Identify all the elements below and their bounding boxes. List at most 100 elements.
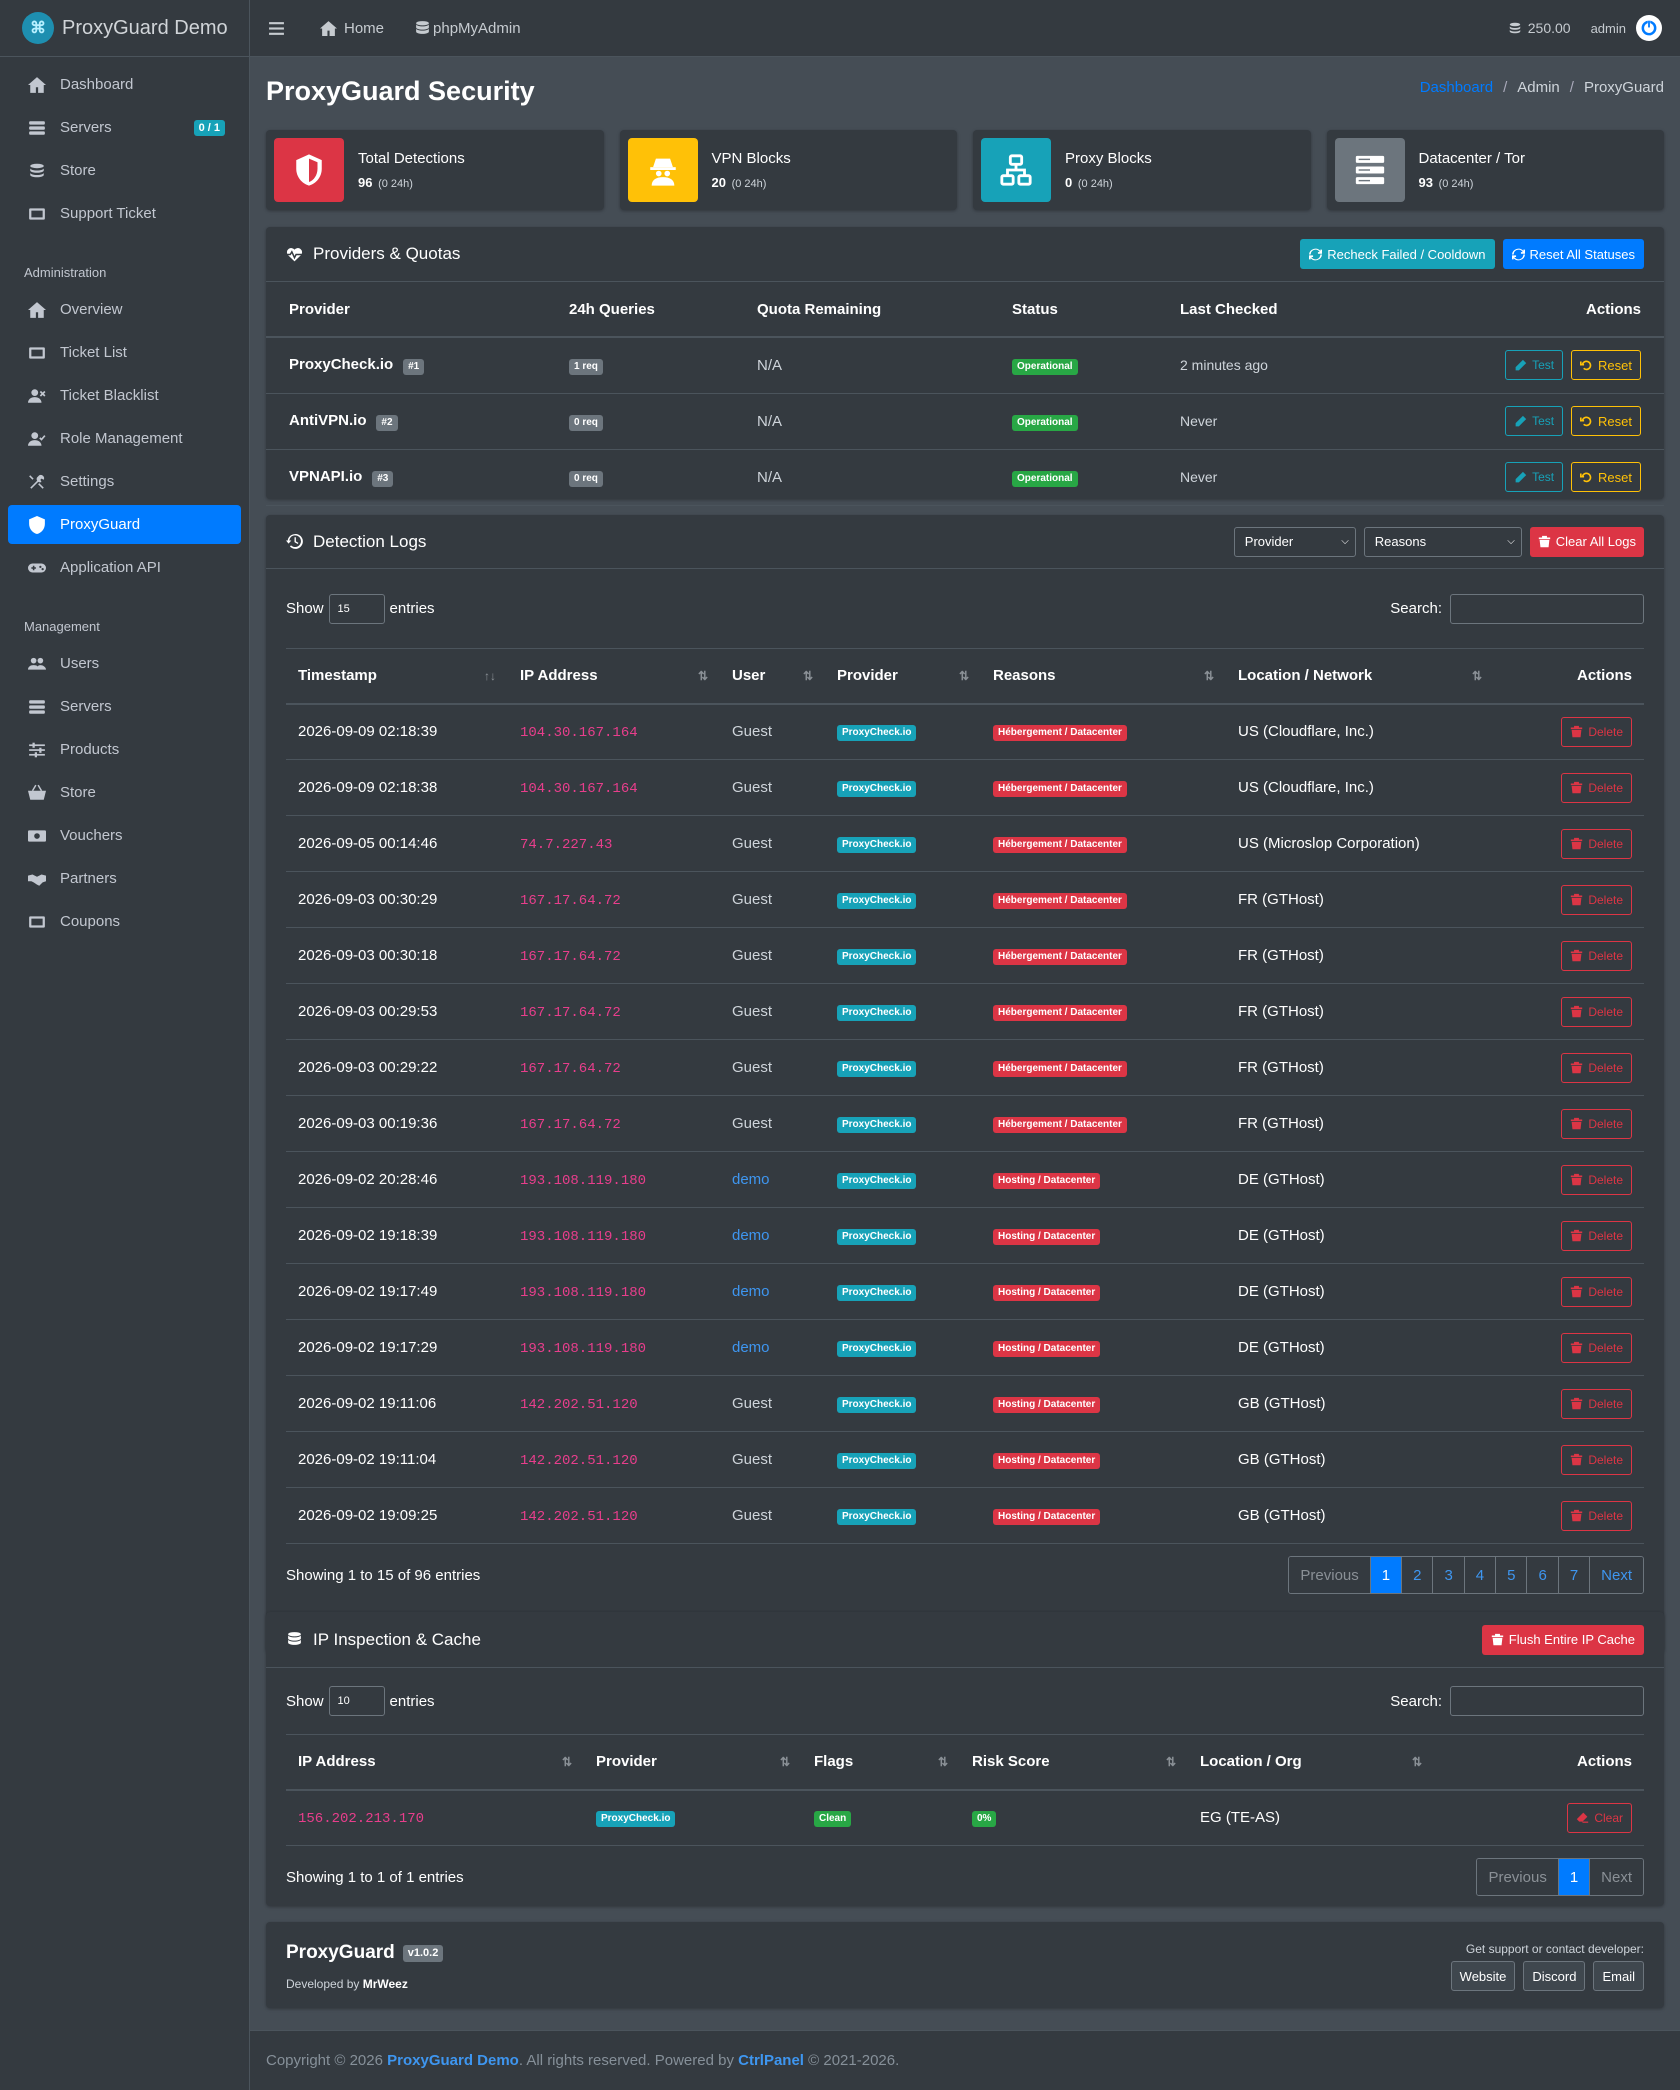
ip-cache-card: IP Inspection & Cache Flush Entire IP Ca… (266, 1612, 1664, 1906)
sidebar-item-ticket-list[interactable]: Ticket List (8, 333, 241, 372)
trash-icon (1570, 1285, 1588, 1298)
delete-log-button[interactable]: Delete (1561, 1500, 1632, 1531)
pencil-icon (1514, 471, 1532, 484)
column-header-location-org[interactable]: Location / Org ⇅ (1188, 1734, 1434, 1791)
column-header-label: Location / Org (1200, 1753, 1302, 1771)
email-button[interactable]: Email (1593, 1961, 1644, 1991)
sidebar-item-settings[interactable]: Settings (8, 462, 241, 501)
user-menu[interactable]: admin (1591, 15, 1662, 41)
sidebar-item-servers[interactable]: Servers (8, 687, 241, 726)
reset-provider-button[interactable]: Reset (1571, 462, 1641, 492)
page-next[interactable]: Next (1590, 1859, 1643, 1895)
column-header-flags[interactable]: Flags ⇅ (802, 1734, 960, 1791)
delete-log-button[interactable]: Delete (1561, 996, 1632, 1027)
cache-search-input[interactable] (1450, 1686, 1644, 1716)
sidebar-item-vouchers[interactable]: Vouchers (8, 816, 241, 855)
search-label: Search: (1390, 1692, 1442, 1710)
test-provider-button[interactable]: Test (1505, 406, 1564, 436)
discord-button[interactable]: Discord (1523, 1961, 1586, 1991)
delete-log-button[interactable]: Delete (1561, 1276, 1632, 1307)
footer-site-link[interactable]: ProxyGuard Demo (387, 2052, 519, 2069)
delete-log-button[interactable]: Delete (1561, 940, 1632, 971)
sidebar-item-application-api[interactable]: Application API (8, 548, 241, 587)
column-header-provider[interactable]: Provider ⇅ (825, 648, 981, 705)
page-previous[interactable]: Previous (1289, 1557, 1371, 1593)
page-previous[interactable]: Previous (1477, 1859, 1559, 1895)
reasons-filter-select[interactable]: Reasons ⌵ (1363, 526, 1522, 557)
reset-provider-button[interactable]: Reset (1571, 350, 1641, 381)
sidebar-item-ticket-blacklist[interactable]: Ticket Blacklist (8, 376, 241, 415)
delete-log-button[interactable]: Delete (1561, 1108, 1632, 1139)
server-icon (26, 119, 48, 137)
test-provider-button[interactable]: Test (1505, 350, 1564, 381)
sidebar-item-proxyguard[interactable]: ProxyGuard (8, 505, 241, 544)
log-user[interactable]: demo (732, 1283, 770, 1300)
delete-log-button[interactable]: Delete (1561, 884, 1632, 915)
sidebar-item-dashboard[interactable]: Dashboard (8, 65, 241, 104)
reset-provider-button[interactable]: Reset (1571, 406, 1641, 436)
entries-per-page-select[interactable]: 10 (328, 1686, 385, 1716)
clear-cache-entry-button[interactable]: Clear (1567, 1802, 1632, 1833)
log-user[interactable]: demo (732, 1339, 770, 1356)
page-4[interactable]: 4 (1464, 1557, 1497, 1593)
sidebar-item-store[interactable]: Store (8, 773, 241, 812)
plugin-version-badge: v1.0.2 (402, 1944, 444, 1962)
delete-log-button[interactable]: Delete (1561, 1444, 1632, 1475)
pencil-icon (1514, 359, 1532, 372)
sidebar-item-overview[interactable]: Overview (8, 290, 241, 329)
phpmyadmin-link[interactable]: phpMyAdmin (414, 20, 521, 37)
column-header-location-network[interactable]: Location / Network ⇅ (1226, 648, 1494, 705)
delete-log-button[interactable]: Delete (1561, 1388, 1632, 1419)
website-button[interactable]: Website (1450, 1961, 1516, 1991)
ctrlpanel-link[interactable]: CtrlPanel (738, 2052, 804, 2069)
column-header-timestamp[interactable]: Timestamp ↑↓ (286, 648, 508, 705)
sidebar-item-products[interactable]: Products (8, 730, 241, 769)
home-link[interactable]: Home (320, 20, 384, 37)
column-header-risk-score[interactable]: Risk Score ⇅ (960, 1734, 1188, 1791)
page-5[interactable]: 5 (1496, 1557, 1528, 1593)
page-1[interactable]: 1 (1558, 1859, 1591, 1895)
page-7[interactable]: 7 (1558, 1557, 1591, 1593)
page-2[interactable]: 2 (1402, 1557, 1434, 1593)
brand[interactable]: ⌘ ProxyGuard Demo (0, 0, 249, 57)
sidebar-item-coupons[interactable]: Coupons (8, 902, 241, 941)
clear-all-logs-button[interactable]: Clear All Logs (1529, 526, 1644, 557)
delete-log-button[interactable]: Delete (1561, 1164, 1632, 1195)
delete-log-button[interactable]: Delete (1561, 772, 1632, 803)
delete-log-button[interactable]: Delete (1561, 1052, 1632, 1083)
sidebar-item-store[interactable]: Store (8, 151, 241, 190)
heartbeat-icon (286, 247, 303, 261)
delete-log-button[interactable]: Delete (1561, 716, 1632, 747)
page-1[interactable]: 1 (1370, 1557, 1403, 1593)
log-user[interactable]: demo (732, 1171, 770, 1188)
page-6[interactable]: 6 (1527, 1557, 1559, 1593)
show-label: Show (286, 1692, 324, 1710)
column-header-user[interactable]: User ⇅ (720, 648, 825, 705)
logs-search-input[interactable] (1450, 593, 1644, 624)
breadcrumb-dashboard-link[interactable]: Dashboard (1419, 79, 1494, 96)
delete-log-button[interactable]: Delete (1561, 828, 1632, 859)
sidebar-item-support-ticket[interactable]: Support Ticket (8, 194, 241, 233)
sidebar-item-role-management[interactable]: Role Management (8, 419, 241, 458)
clear-label: Clear (1594, 1810, 1623, 1825)
column-header-reasons[interactable]: Reasons ⇅ (981, 648, 1226, 705)
provider-filter-select[interactable]: Provider ⌵ (1233, 526, 1356, 557)
recheck-failed-button[interactable]: Recheck Failed / Cooldown (1300, 239, 1495, 269)
column-header-provider[interactable]: Provider ⇅ (584, 1734, 802, 1791)
sidebar-item-users[interactable]: Users (8, 644, 241, 683)
delete-log-button[interactable]: Delete (1561, 1220, 1632, 1251)
page-next[interactable]: Next (1590, 1557, 1643, 1593)
column-header-ip-address[interactable]: IP Address ⇅ (286, 1734, 584, 1791)
flush-ip-cache-button[interactable]: Flush Entire IP Cache (1481, 1624, 1644, 1655)
menu-toggle-button[interactable] (268, 20, 292, 37)
page-3[interactable]: 3 (1433, 1557, 1465, 1593)
detection-logs-card: Detection Logs Provider ⌵ Reasons ⌵ Clea… (266, 515, 1664, 1652)
log-user[interactable]: demo (732, 1227, 770, 1244)
delete-log-button[interactable]: Delete (1561, 1332, 1632, 1363)
sidebar-item-partners[interactable]: Partners (8, 859, 241, 898)
sidebar-item-servers[interactable]: Servers 0 / 1 (8, 108, 241, 147)
column-header-ip-address[interactable]: IP Address ⇅ (508, 648, 720, 705)
reset-all-statuses-button[interactable]: Reset All Statuses (1502, 239, 1644, 269)
test-provider-button[interactable]: Test (1505, 462, 1564, 492)
entries-per-page-select[interactable]: 15 (328, 593, 385, 624)
